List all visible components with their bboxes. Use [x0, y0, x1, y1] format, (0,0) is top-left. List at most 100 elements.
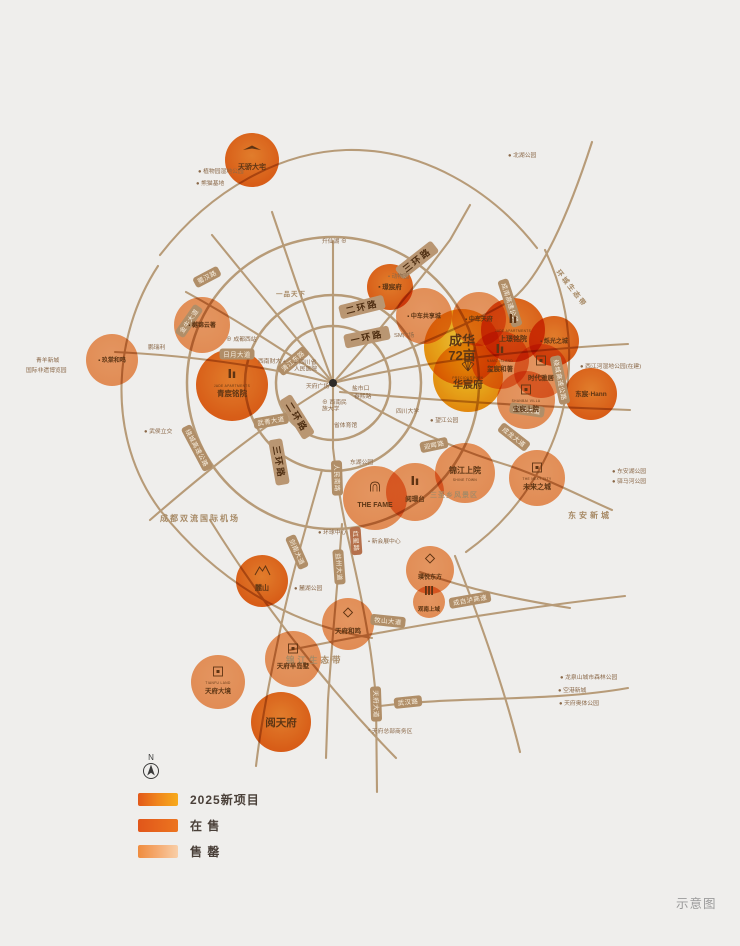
project-label: 东宸·Hann: [575, 389, 606, 398]
project-label: ▪ 玖棠和鸣: [98, 356, 126, 364]
poi-label: + 四川省人民医院: [294, 358, 317, 372]
svg-text:上璟铭院: 上璟铭院: [499, 334, 527, 343]
area-label: 成都双流国际机场: [160, 513, 240, 523]
svg-text:天府大境: 天府大境: [205, 686, 232, 695]
road-tag: 绕城高速公路: [181, 424, 213, 472]
poi-label: ⊕ 西南民族大学: [322, 398, 347, 412]
road-tag-pill: [369, 686, 383, 722]
svg-text:THE NEXT CITY: THE NEXT CITY: [522, 477, 552, 481]
svg-text:锦江上院: 锦江上院: [449, 465, 481, 475]
project-bubble: [251, 692, 311, 752]
project-bubble: [86, 334, 138, 386]
legend-item-soldout: 售 罄: [138, 843, 260, 860]
poi-label: 盐市口: [352, 384, 370, 392]
road-line: [464, 248, 571, 554]
svg-text:青宸铭院: 青宸铭院: [217, 388, 247, 398]
road-tag: 剑南大道: [285, 534, 309, 570]
road-line: [346, 536, 379, 794]
svg-text:▪ 中车天府: ▪ 中车天府: [465, 315, 493, 323]
road-tag-pill: [497, 278, 523, 328]
area-label: 锦江生态带: [286, 655, 344, 665]
svg-text:JADE APARTMENTS: JADE APARTMENTS: [495, 329, 531, 333]
poi-label: • 动物园: [388, 272, 409, 280]
project-bubble: [565, 368, 617, 420]
poi-label: ● 熊猫基地: [196, 179, 225, 187]
road-tag-pill: [277, 346, 309, 376]
bars-logo-icon: [425, 586, 433, 595]
project-bubble: [174, 297, 230, 353]
road-tag: 日月大道: [219, 348, 255, 360]
road-tag-label: 人民南路: [332, 464, 342, 492]
road-tag-pill: [395, 241, 439, 279]
project-label: 阅璟台: [405, 476, 425, 503]
ring-road-tag: 一环路: [343, 325, 391, 349]
road-tag-pill: [498, 423, 530, 451]
project-bubble: [413, 586, 445, 618]
svg-text:天府和鸣: 天府和鸣: [335, 626, 362, 635]
project-label: 阅天府: [265, 716, 297, 729]
svg-text:JADE APARTMENTS: JADE APARTMENTS: [214, 384, 250, 388]
poi-label: ● 驿马河公园: [612, 477, 646, 485]
poi-label: 东湖公园: [350, 458, 373, 466]
compass-icon: N: [143, 753, 159, 779]
poi-label: ● 东安湖公园: [612, 467, 646, 475]
legend-swatch-soldout: [138, 845, 178, 858]
svg-text:PRECIOUS PARK: PRECIOUS PARK: [452, 376, 484, 380]
ring-road: [274, 324, 392, 442]
svg-text:NAMC ISLAND: NAMC ISLAND: [487, 359, 513, 363]
road-tag-label: 牧山大道: [374, 615, 402, 627]
project-label: 观南上域: [418, 586, 441, 613]
arch-logo-icon: [370, 481, 380, 492]
project-label: 天府和鸣: [335, 607, 362, 635]
road-tag-label: 武汉路: [397, 696, 419, 707]
project-bubble: [435, 443, 495, 503]
poi-label: ● 环球中心: [318, 528, 347, 536]
road-tag-pill: [343, 325, 391, 349]
square-logo-icon: [521, 384, 531, 395]
svg-text:▪ 樾锦云著: ▪ 樾锦云著: [188, 321, 216, 329]
poi-label: 省体育馆: [334, 421, 357, 429]
road-tag-pill: [268, 438, 290, 486]
poi-label: 春熙路: [354, 392, 372, 400]
svg-text:东宸·Hann: 东宸·Hann: [575, 389, 606, 398]
road-tag-label: 日月大道: [223, 349, 251, 358]
svg-text:天骄大宅: 天骄大宅: [238, 162, 266, 171]
road-tag-pill: [280, 394, 314, 440]
road-line: [158, 148, 539, 257]
project-bubble: [265, 631, 321, 687]
road-tag: 成自泸高速: [448, 591, 492, 609]
legend-label: 售 罄: [190, 845, 221, 859]
project-label: THE FAME: [357, 481, 393, 509]
svg-text:成华: 成华: [449, 333, 475, 348]
tower-logo-icon: [228, 369, 236, 378]
svg-text:▪ 中车共享城: ▪ 中车共享城: [407, 312, 441, 320]
svg-text:观南上域: 观南上域: [418, 605, 441, 613]
square-logo-icon: [213, 666, 223, 677]
city-center-dot: [329, 379, 337, 387]
poi-label: SM广场: [394, 331, 414, 339]
road-tag: 蜀汉路: [193, 266, 221, 288]
square-logo-icon: [532, 462, 542, 473]
road-tag-label: 天府大道: [371, 690, 381, 718]
svg-text:▪ 璟宸府: ▪ 璟宸府: [378, 282, 402, 291]
ring-road-tag: 三环路: [268, 438, 290, 486]
svg-text:▪ 玖棠和鸣: ▪ 玖棠和鸣: [98, 356, 126, 364]
project-label: 锦江上院 SHINE TOWN: [449, 465, 481, 482]
project-label: ▪ 樾锦云著: [188, 321, 216, 329]
svg-text:SHINE TOWN: SHINE TOWN: [453, 478, 478, 482]
poi-label: 升仙湖 ⊕: [322, 237, 347, 245]
svg-text:阅天府: 阅天府: [265, 716, 297, 729]
compass-arrow: [147, 764, 155, 776]
poi-label: ● 西江河湿地公园(在建): [580, 362, 641, 370]
project-bubble: [225, 133, 279, 187]
road-tag-pill: [181, 424, 213, 472]
road-tag-pill: [330, 460, 344, 496]
road-tag: 天府大道: [369, 686, 383, 722]
svg-text:72亩: 72亩: [448, 348, 475, 363]
road-tag: 迎晖路: [419, 437, 449, 453]
project-bubble: [433, 342, 503, 412]
